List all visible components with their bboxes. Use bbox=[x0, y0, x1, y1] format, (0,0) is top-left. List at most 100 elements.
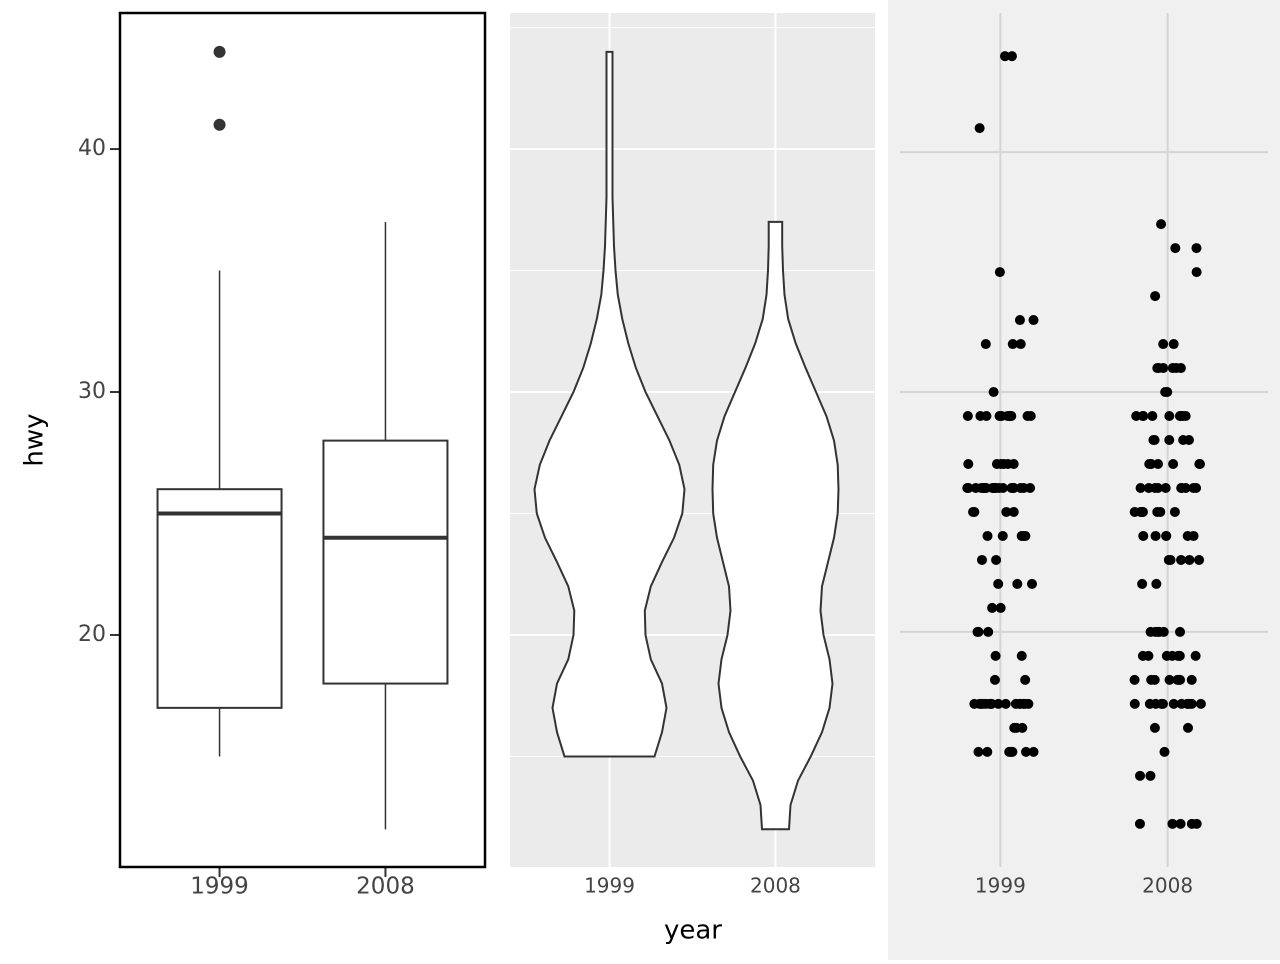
point bbox=[1158, 339, 1169, 350]
x-tick-label: 1999 bbox=[190, 874, 249, 900]
point bbox=[1129, 698, 1140, 709]
point bbox=[968, 506, 979, 517]
point bbox=[1011, 722, 1022, 733]
point bbox=[1151, 578, 1162, 589]
point bbox=[986, 698, 997, 709]
point bbox=[1007, 339, 1018, 350]
point bbox=[1174, 650, 1185, 661]
point bbox=[1164, 674, 1175, 685]
point bbox=[1129, 674, 1140, 685]
point bbox=[1137, 578, 1148, 589]
point bbox=[1191, 818, 1202, 829]
point bbox=[1175, 626, 1186, 637]
point bbox=[1134, 818, 1145, 829]
point bbox=[1154, 626, 1165, 637]
point bbox=[990, 650, 1001, 661]
point bbox=[969, 698, 980, 709]
point bbox=[988, 387, 999, 398]
point bbox=[976, 554, 987, 565]
point bbox=[1184, 554, 1195, 565]
point bbox=[1176, 554, 1187, 565]
point bbox=[1146, 674, 1157, 685]
point bbox=[1018, 530, 1029, 541]
point bbox=[1188, 530, 1199, 541]
x-tick-label: 1999 bbox=[584, 874, 635, 898]
point bbox=[1023, 698, 1034, 709]
y-tick-label: 20 bbox=[78, 622, 106, 647]
point bbox=[1150, 530, 1161, 541]
point bbox=[1149, 722, 1160, 733]
x-tick-label: 2008 bbox=[750, 874, 801, 898]
point bbox=[1186, 674, 1197, 685]
point bbox=[1147, 411, 1158, 422]
violin bbox=[533, 50, 686, 758]
point bbox=[1168, 339, 1179, 350]
point bbox=[1183, 435, 1194, 445]
point bbox=[974, 123, 985, 134]
point bbox=[997, 482, 1008, 493]
point bbox=[1027, 578, 1038, 589]
point bbox=[1150, 291, 1161, 302]
point bbox=[1148, 435, 1159, 445]
point bbox=[989, 674, 1000, 685]
outlier bbox=[213, 45, 226, 58]
y-axis-label: hwy bbox=[20, 413, 50, 466]
point bbox=[1015, 339, 1026, 350]
point bbox=[1135, 770, 1146, 781]
point bbox=[972, 626, 983, 637]
point bbox=[1190, 650, 1201, 661]
point bbox=[996, 458, 1007, 469]
point bbox=[1001, 506, 1012, 517]
y-tick-label: 30 bbox=[78, 379, 106, 404]
point bbox=[1167, 650, 1178, 661]
point bbox=[1146, 458, 1157, 469]
point bbox=[993, 698, 1004, 709]
point bbox=[962, 411, 973, 422]
point bbox=[1006, 482, 1017, 493]
point bbox=[1156, 219, 1167, 230]
point bbox=[1010, 698, 1021, 709]
point bbox=[982, 746, 993, 757]
point bbox=[1176, 482, 1187, 493]
x-tick-label: 1999 bbox=[975, 874, 1026, 898]
point bbox=[1137, 506, 1148, 517]
point bbox=[1191, 243, 1202, 254]
point bbox=[975, 411, 986, 422]
point bbox=[1157, 698, 1168, 709]
point bbox=[1138, 530, 1149, 541]
point bbox=[1174, 674, 1185, 685]
point bbox=[1161, 530, 1172, 541]
point bbox=[1183, 722, 1194, 733]
point bbox=[1018, 482, 1029, 493]
point bbox=[1005, 411, 1016, 422]
point bbox=[1175, 818, 1186, 829]
point bbox=[1169, 506, 1180, 517]
point bbox=[1028, 746, 1039, 757]
point bbox=[1168, 698, 1179, 709]
point bbox=[993, 578, 1004, 589]
point bbox=[999, 51, 1010, 62]
x-tick-label: 2008 bbox=[356, 874, 415, 900]
point bbox=[995, 602, 1006, 613]
point bbox=[1150, 698, 1161, 709]
y-tick-label: 40 bbox=[78, 136, 106, 161]
point bbox=[1160, 482, 1171, 493]
point bbox=[1191, 267, 1202, 278]
point bbox=[1159, 746, 1170, 757]
point bbox=[1195, 698, 1206, 709]
point bbox=[1167, 818, 1178, 829]
point bbox=[1020, 674, 1031, 685]
point bbox=[1000, 698, 1011, 709]
point bbox=[1021, 746, 1032, 757]
point bbox=[997, 530, 1008, 541]
point bbox=[991, 554, 1002, 565]
point bbox=[1194, 458, 1205, 469]
point bbox=[1012, 578, 1023, 589]
panel-background bbox=[888, 0, 1280, 960]
outlier bbox=[213, 118, 226, 131]
point bbox=[963, 458, 974, 469]
point bbox=[1180, 411, 1191, 422]
violin bbox=[711, 220, 840, 831]
point bbox=[962, 482, 973, 493]
